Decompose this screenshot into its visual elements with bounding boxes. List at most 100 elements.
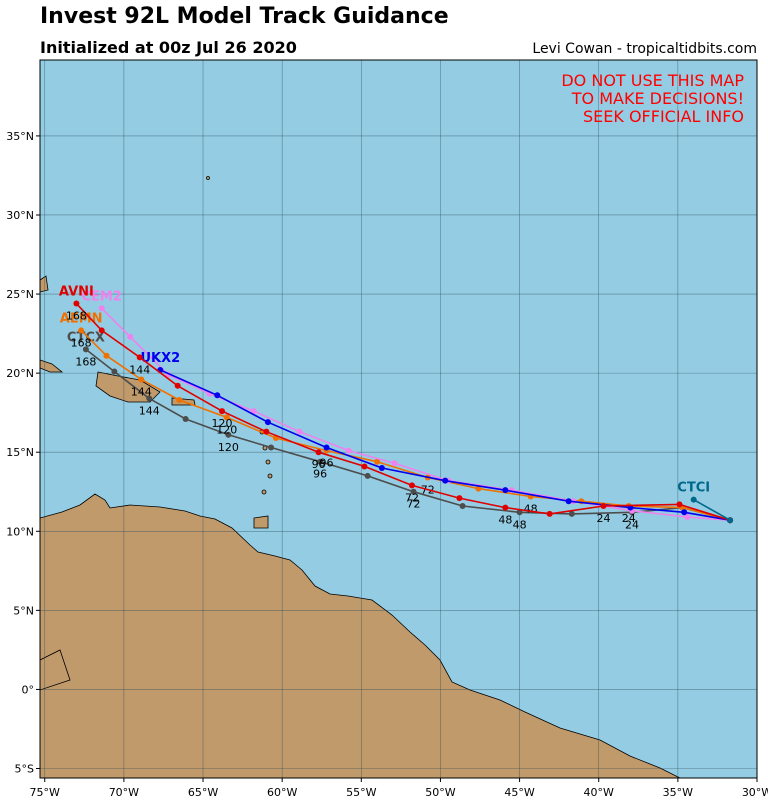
track-point: [546, 510, 553, 517]
track-point: [456, 495, 463, 502]
track-point: [600, 502, 607, 509]
track-point: [176, 397, 183, 404]
subtitle: Initialized at 00z Jul 26 2020: [40, 38, 297, 57]
track-point: [681, 509, 688, 516]
track-point: [361, 463, 368, 470]
track-point: [459, 502, 466, 509]
track-point: [374, 458, 381, 465]
track-point: [214, 392, 221, 399]
track-point: [502, 487, 509, 494]
x-tick-label: 55°W: [346, 786, 376, 799]
hour-label: 96: [312, 458, 326, 471]
x-tick-label: 30°W: [742, 786, 768, 799]
model-label: CEM2: [82, 289, 122, 304]
hour-label: 120: [216, 423, 237, 436]
track-point: [146, 395, 153, 402]
map-area: 24487296120144168CTCX24487296120144168AE…: [40, 60, 757, 778]
land: [40, 176, 681, 778]
model-label: AVNI: [59, 285, 94, 300]
track-point: [73, 300, 80, 307]
hour-label: 24: [622, 512, 636, 525]
y-tick-label: 20°N: [6, 367, 34, 380]
track-point: [345, 447, 352, 454]
track-point: [268, 444, 275, 451]
track-point: [136, 354, 143, 361]
track-point: [516, 509, 523, 516]
track-point: [138, 376, 145, 383]
track-line: [693, 499, 731, 521]
hour-label: 168: [66, 310, 87, 323]
map-frame: [39, 59, 758, 779]
track-point: [219, 408, 226, 415]
track-point: [127, 333, 134, 340]
hour-label: 96: [319, 457, 333, 470]
track-point: [727, 517, 734, 524]
track-point: [502, 504, 509, 511]
warning-line: SEEK OFFICIAL INFO: [583, 107, 744, 126]
hour-label: 72: [405, 491, 419, 504]
track-point: [111, 368, 118, 375]
track-point: [174, 382, 181, 389]
hour-label: 120: [218, 441, 239, 454]
track-point: [391, 460, 398, 467]
x-tick-label: 45°W: [504, 786, 534, 799]
model-label: CTCX: [67, 330, 105, 345]
model-label: AEMN: [60, 311, 103, 326]
track-point: [684, 514, 691, 521]
x-tick-label: 50°W: [425, 786, 455, 799]
track-point: [223, 414, 230, 421]
track-point: [410, 488, 417, 495]
y-tick-label: 5°S: [15, 763, 34, 776]
x-tick-label: 75°W: [30, 786, 60, 799]
warning-line: TO MAKE DECISIONS!: [571, 89, 744, 108]
track-point: [315, 449, 322, 456]
hour-label: 48: [498, 514, 512, 527]
hour-label: 144: [131, 385, 152, 398]
warning: DO NOT USE THIS MAP TO MAKE DECISIONS! S…: [561, 71, 744, 126]
x-tick-label: 40°W: [584, 786, 614, 799]
track-point: [676, 501, 683, 508]
track-point: [296, 428, 303, 435]
track-point: [78, 327, 85, 334]
x-tick-label: 70°W: [109, 786, 139, 799]
credit: Levi Cowan - tropicaltidbits.com: [532, 41, 757, 57]
y-tick-label: 5°N: [13, 604, 34, 617]
track-point: [323, 444, 330, 451]
track-point: [442, 477, 449, 484]
hour-label: 24: [596, 512, 610, 525]
y-tick-label: 10°N: [6, 525, 34, 538]
hour-label: 144: [129, 363, 150, 376]
track-point: [250, 408, 257, 415]
hour-label: 48: [513, 518, 527, 531]
hour-label: 144: [139, 404, 160, 417]
y-tick-label: 15°N: [6, 446, 34, 459]
title: Invest 92L Model Track Guidance: [40, 4, 449, 29]
x-tick-label: 65°W: [188, 786, 218, 799]
track-point: [225, 431, 232, 438]
track-point: [565, 498, 572, 505]
hour-label: 48: [524, 502, 538, 515]
hour-label: 168: [75, 355, 96, 368]
track-point: [263, 428, 270, 435]
track-line: [101, 307, 731, 521]
y-tick-label: 30°N: [6, 209, 34, 222]
track-point: [690, 496, 697, 503]
hour-label: 120: [212, 417, 233, 430]
x-tick-label: 60°W: [267, 786, 297, 799]
model-label: CTCI: [677, 481, 710, 496]
track-point: [264, 419, 271, 426]
track-point: [317, 458, 324, 465]
track-point: [98, 327, 105, 334]
track-point: [182, 416, 189, 422]
track-point: [475, 485, 482, 492]
graticule: [40, 60, 757, 778]
track-point: [378, 465, 385, 472]
track-point: [98, 305, 105, 312]
track-point: [568, 510, 575, 517]
track-point: [364, 472, 371, 479]
x-tick-label: 35°W: [663, 786, 693, 799]
track-point: [103, 352, 110, 359]
model-label: UKX2: [140, 351, 180, 366]
track-point: [82, 346, 89, 353]
